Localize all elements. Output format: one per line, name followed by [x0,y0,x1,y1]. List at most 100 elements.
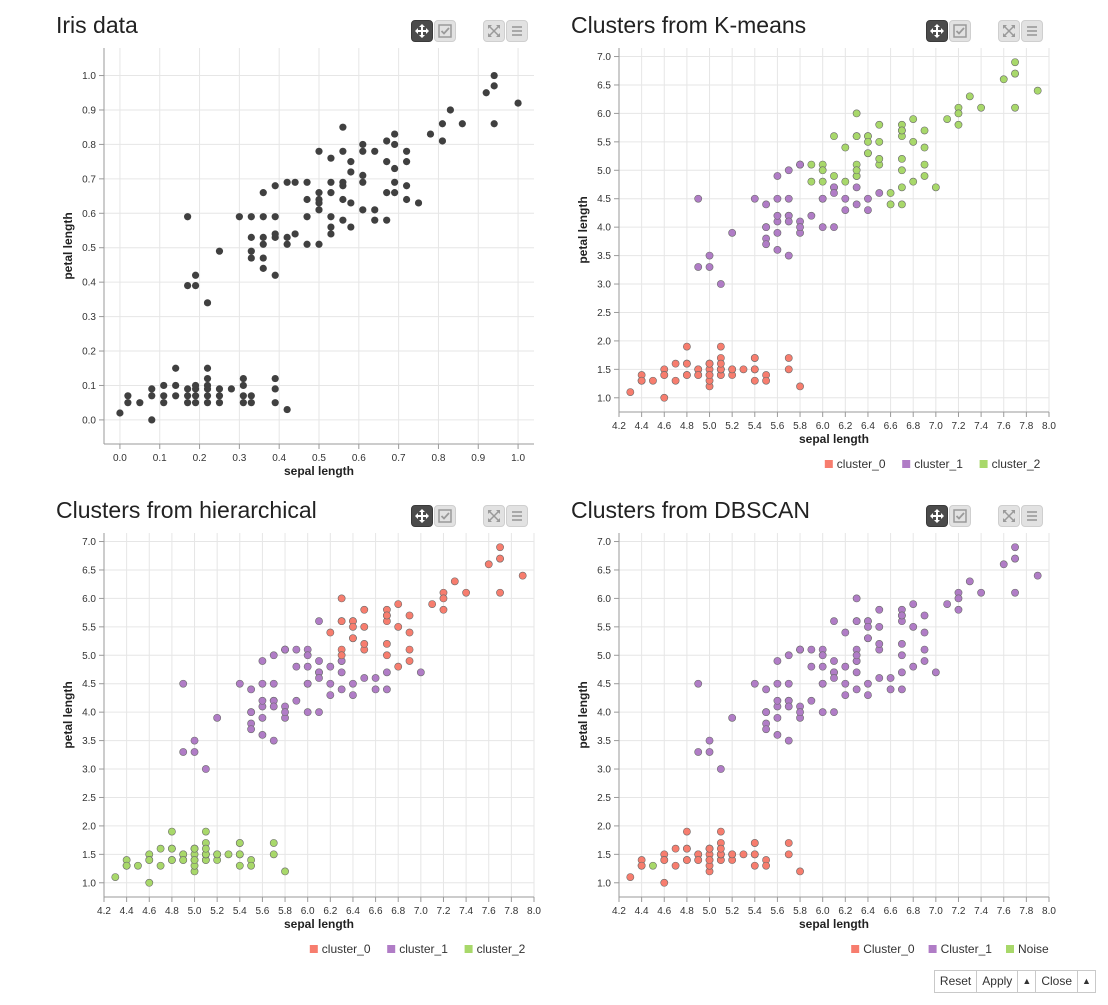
data-point[interactable] [271,233,279,241]
data-point-cluster_0[interactable] [405,657,414,665]
data-point-cluster_0[interactable] [382,640,391,648]
data-point-cluster_1[interactable] [258,731,267,739]
data-point[interactable] [359,140,367,149]
data-point[interactable] [191,282,200,290]
data-point-cluster_1[interactable] [694,748,703,756]
data-point-cluster_2[interactable] [179,856,188,864]
data-point[interactable] [339,216,347,224]
menu-tool-button[interactable] [1021,20,1043,42]
data-point[interactable] [438,137,447,145]
data-point[interactable] [383,158,391,166]
data-point-cluster_1[interactable] [716,765,725,773]
data-point[interactable] [247,247,255,255]
data-point-cluster_0[interactable] [671,861,680,870]
data-point[interactable] [247,392,255,400]
data-point[interactable] [203,392,212,400]
data-point[interactable] [239,392,247,400]
menu-tool-button[interactable] [506,505,528,527]
data-point-cluster_0[interactable] [518,571,527,580]
data-point-cluster_2[interactable] [909,177,918,186]
apply-button[interactable]: Apply [976,970,1019,993]
data-point[interactable] [203,399,212,407]
data-point-cluster_1[interactable] [258,713,267,722]
data-point-cluster_1[interactable] [382,685,391,694]
data-point-cluster_1[interactable] [705,263,714,271]
data-point-cluster_1[interactable] [818,194,827,203]
data-point-cluster_0[interactable] [750,376,759,385]
data-point-cluster_2[interactable] [920,126,929,135]
data-point[interactable] [148,392,156,400]
data-point-cluster_0[interactable] [671,359,680,368]
data-point[interactable] [371,147,379,155]
data-point-cluster_1[interactable] [773,679,782,688]
data-point-cluster_2[interactable] [145,856,154,864]
data-point-cluster_1[interactable] [762,725,771,734]
select-tool-button[interactable] [434,505,456,527]
data-point-cluster_2[interactable] [818,166,827,175]
data-point[interactable] [203,374,212,383]
data-point[interactable] [458,120,466,128]
data-point-cluster_0[interactable] [784,850,793,859]
data-point-cluster_1[interactable] [807,645,816,654]
data-point-cluster_2[interactable] [875,137,884,146]
data-point-cluster_1[interactable] [773,696,782,705]
data-point[interactable] [291,178,299,186]
data-point-cluster_1[interactable] [864,691,872,699]
data-point-cluster_1[interactable] [371,674,380,682]
data-point[interactable] [283,240,291,248]
data-point-cluster_1[interactable] [784,702,793,711]
data-point-cluster_2[interactable] [999,75,1008,84]
data-point[interactable] [116,409,124,417]
data-point-cluster_2[interactable] [156,844,165,853]
data-point-cluster_1[interactable] [897,651,906,660]
data-point-cluster_1[interactable] [818,651,827,660]
data-point[interactable] [271,399,279,407]
data-point-cluster_1[interactable] [841,628,850,637]
data-point-cluster_0[interactable] [705,856,714,864]
data-point-cluster_2[interactable] [920,172,929,180]
data-point[interactable] [383,216,391,224]
data-point-cluster_1[interactable] [909,600,918,608]
chart-svg-hierarchical[interactable]: 4.2 4.4 4.6 4.8 5.0 5.2 5.4 5.6 5.8 6.0 6.2 6.4 6.6 6… [56,497,541,972]
data-point-cluster_1[interactable] [796,160,804,169]
data-point-cluster_2[interactable] [807,177,816,186]
data-point-cluster_1[interactable] [201,765,210,773]
data-point-cluster_1[interactable] [762,223,771,232]
data-point-cluster_1[interactable] [235,679,244,688]
data-point[interactable] [402,195,411,204]
data-point-cluster_0[interactable] [496,543,504,552]
data-point-cluster_2[interactable] [897,166,906,175]
data-point-cluster_1[interactable] [303,662,312,671]
data-point-cluster_0[interactable] [360,640,369,648]
data-point-cluster_2[interactable] [235,839,244,847]
data-point-cluster_1[interactable] [784,194,793,203]
data-point-cluster_1[interactable] [807,662,816,671]
data-point-cluster_1[interactable] [852,668,861,677]
data-point-cluster_1[interactable] [852,651,861,660]
data-point[interactable] [438,120,447,128]
data-point[interactable] [191,399,200,407]
data-point-cluster_1[interactable] [269,736,278,745]
data-point-cluster_1[interactable] [830,189,838,197]
data-point[interactable] [426,130,435,138]
data-point-cluster_2[interactable] [830,172,838,180]
data-point[interactable] [327,230,335,238]
data-point-cluster_2[interactable] [943,115,952,123]
data-point[interactable] [172,392,180,400]
data-point-cluster_0[interactable] [660,371,669,379]
select-tool-button[interactable] [949,505,971,527]
data-point-cluster_1[interactable] [247,685,256,694]
data-point[interactable] [391,140,399,149]
data-point-cluster_1[interactable] [920,611,929,620]
data-point-cluster_1[interactable] [716,280,725,288]
reset-button[interactable]: Reset [933,970,978,993]
data-point-cluster_1[interactable] [281,645,289,654]
data-point-cluster_1[interactable] [920,657,929,665]
data-point-cluster_0[interactable] [739,365,748,374]
data-point-cluster_1[interactable] [818,679,827,688]
data-point[interactable] [235,213,243,221]
data-point[interactable] [371,206,379,214]
move-tool-button[interactable] [926,505,948,527]
data-point-cluster_0[interactable] [750,365,759,374]
data-point-cluster_1[interactable] [416,668,425,677]
